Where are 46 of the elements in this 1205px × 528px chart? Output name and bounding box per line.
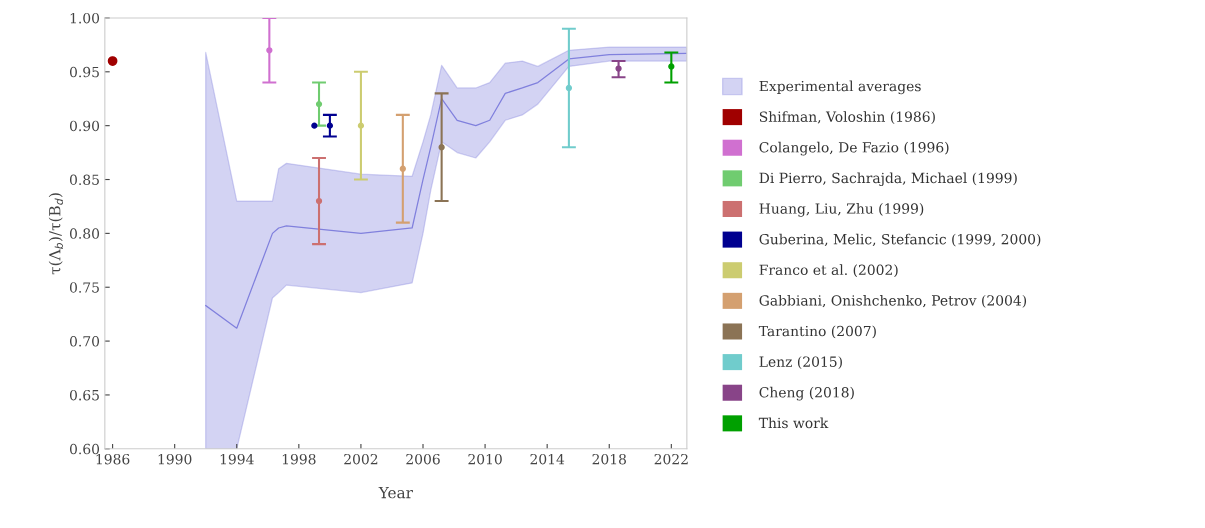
x-tick-label: 2010 <box>468 453 502 465</box>
legend-label: Shifman, Voloshin (1986) <box>759 111 935 124</box>
point <box>326 122 334 129</box>
legend-label: Cheng (2018) <box>759 386 854 401</box>
point <box>399 165 406 172</box>
x-tick-label: 2014 <box>530 453 565 465</box>
y-tick-label: 0.65 <box>69 389 99 401</box>
legend-label: Gabbiani, Onishchenko, Petrov (2004) <box>759 294 1027 308</box>
y-tick-label: 0.70 <box>69 336 100 347</box>
legend-label: Lenz (2015) <box>759 356 842 369</box>
y-tick-label: 1.00 <box>70 12 100 24</box>
x-tick-label: 2022 <box>654 453 688 465</box>
legend-label: Di Pierro, Sachrajda, Michael (1999) <box>759 172 1017 187</box>
legend-label: Franco et al. (2002) <box>759 264 898 278</box>
point <box>107 56 118 66</box>
point <box>668 63 675 70</box>
y-tick-label: 0.80 <box>69 228 100 239</box>
legend-label: Experimental averages <box>759 80 921 95</box>
x-tick-label: 1986 <box>96 453 130 465</box>
x-tick-label: 1990 <box>158 453 192 465</box>
y-axis-title: τ(Λ$_{b}$)/τ(B$_{d}$) <box>48 193 63 275</box>
legend-label: Tarantino (2007) <box>758 325 876 339</box>
legend-label: Colangelo, De Fazio (1996) <box>759 141 949 156</box>
x-tick-label: 2018 <box>592 453 626 465</box>
y-tick-label: 0.85 <box>69 174 99 185</box>
legend-label: Guberina, Melic, Stefancic (1999, 2000) <box>759 233 1041 247</box>
x-tick-label: 1994 <box>220 453 254 465</box>
x-tick-label: 2006 <box>406 453 440 465</box>
point <box>357 122 365 129</box>
legend-label: Huang, Liu, Zhu (1999) <box>759 203 924 217</box>
y-tick-label: 0.95 <box>69 66 99 78</box>
x-tick-label: 1998 <box>282 453 316 465</box>
point <box>266 47 273 54</box>
point <box>615 65 622 72</box>
line-series <box>205 52 687 329</box>
y-tick-label: 0.90 <box>69 120 100 132</box>
point <box>315 197 323 205</box>
y-tick-label: 0.75 <box>69 282 99 293</box>
legend-label: This work <box>758 417 829 429</box>
point <box>438 144 445 151</box>
y-tick-label: 0.60 <box>69 443 100 455</box>
x-axis-title: Year <box>378 487 413 499</box>
point <box>311 122 318 129</box>
point <box>565 84 573 92</box>
point <box>315 100 323 108</box>
x-tick-label: 2002 <box>344 453 378 465</box>
